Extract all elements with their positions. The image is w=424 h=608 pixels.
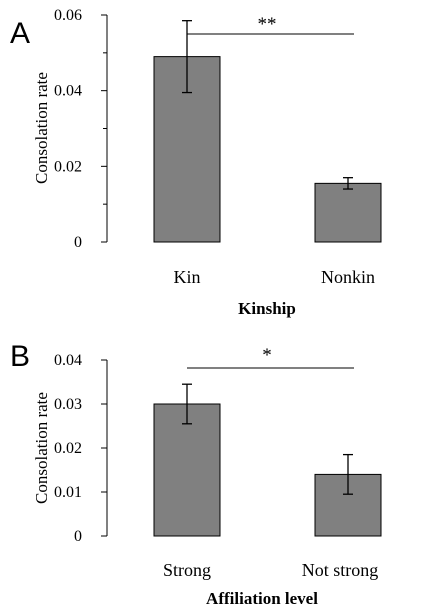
panel-b: B Consolation rate Strong Not strong Aff… (10, 340, 382, 608)
y-tick-label-a: 0.02 (54, 158, 82, 175)
y-tick-label-a: 0 (74, 234, 82, 251)
y-tick-label-b: 0.01 (54, 484, 82, 501)
panel-letter-a: A (10, 17, 30, 50)
category-label-kin: Kin (174, 267, 201, 287)
significance-label-b: * (262, 345, 272, 366)
error-bar-b-2 (343, 453, 353, 495)
panel-a: A Consolation rate Kin Nonkin Kinship **… (10, 7, 382, 318)
y-tick-label-b: 0 (74, 528, 82, 545)
bar-b-1 (153, 403, 221, 537)
y-tick-label-a: 0.04 (54, 83, 82, 100)
y-axis-label-b: Consolation rate (32, 392, 51, 504)
y-tick-label-b: 0.02 (54, 440, 82, 457)
y-tick-label-b: 0.03 (54, 396, 82, 413)
y-axis-label-a: Consolation rate (32, 72, 51, 184)
category-label-not-strong: Not strong (302, 560, 379, 580)
category-label-nonkin: Nonkin (321, 267, 375, 287)
y-tick-label-a: 0.06 (54, 7, 82, 24)
significance-label-a: ** (258, 14, 277, 35)
error-bar-a-1 (182, 20, 192, 94)
panel-letter-b: B (10, 340, 30, 373)
bar-a-2 (314, 182, 382, 243)
category-label-strong: Strong (163, 560, 211, 580)
x-axis-label-b: Affiliation level (206, 589, 318, 608)
error-bar-a-2 (343, 177, 353, 190)
y-tick-label-b: 0.04 (54, 352, 82, 369)
error-bar-b-1 (182, 383, 192, 425)
x-axis-label-a: Kinship (238, 299, 296, 318)
